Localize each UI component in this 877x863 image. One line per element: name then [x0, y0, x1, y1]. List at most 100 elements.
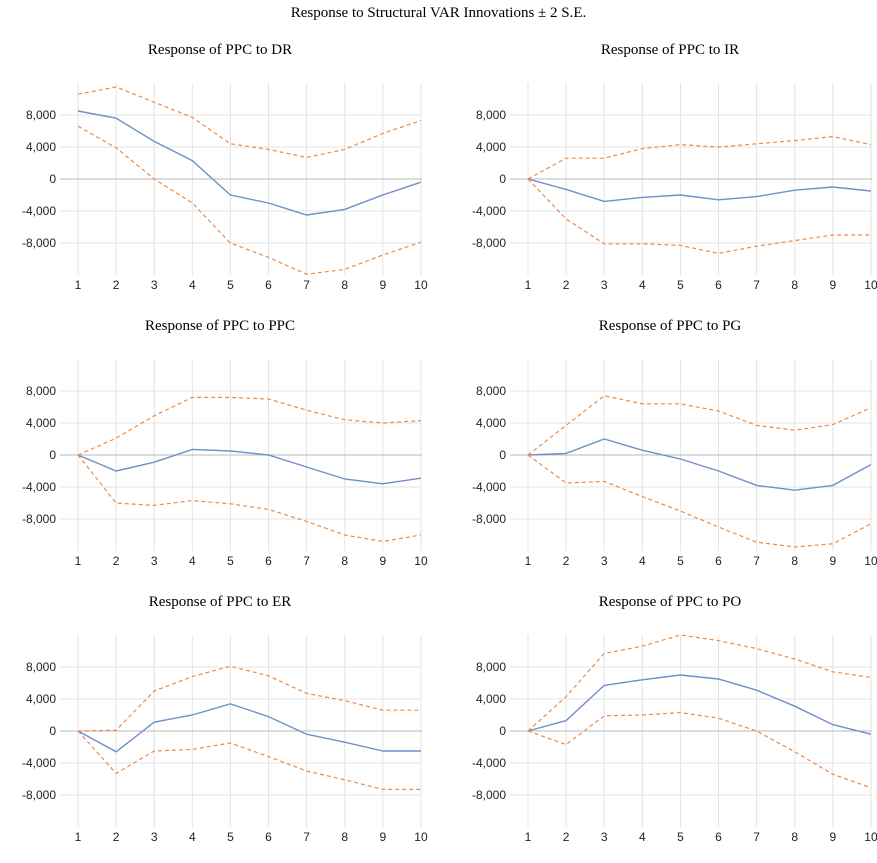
- impulse-response-chart: 8,000 4,000 0 -4,000 -8,000 1 2 3 4 5 6 7 8 9 10: [472, 634, 877, 844]
- x-tick-label: 10: [414, 830, 428, 844]
- panel-title: Response of PPC to PG: [598, 318, 742, 334]
- panel-title: Response of PPC to DR: [147, 42, 293, 58]
- y-tick-label: 8,000: [26, 660, 56, 674]
- x-tick-label: 8: [791, 554, 798, 568]
- x-tick-label: 9: [379, 278, 386, 292]
- x-tick-label: 1: [525, 554, 532, 568]
- y-tick-label: -4,000: [22, 480, 56, 494]
- panel-title: Response of PPC to ER: [148, 594, 292, 610]
- panel-dr: Response of PPC to DR 8,000 4,000 0 -4,000 -…: [0, 35, 440, 311]
- x-tick-label: 8: [341, 554, 348, 568]
- y-tick-label: 0: [499, 448, 506, 462]
- impulse-response-chart: 8,000 4,000 0 -4,000 -8,000 1 2 3 4 5 6 7 8 9 10: [22, 359, 428, 568]
- lower-band-line: [77, 454, 421, 543]
- response-line: [77, 110, 422, 216]
- x-tick-label: 6: [715, 278, 722, 292]
- x-tick-label: 10: [864, 830, 877, 844]
- x-tick-label: 5: [227, 554, 234, 568]
- x-tick-label: 6: [715, 554, 722, 568]
- x-tick-label: 6: [265, 278, 272, 292]
- x-tick-label: 3: [151, 830, 158, 844]
- x-tick-label: 7: [753, 278, 760, 292]
- x-tick-label: 8: [791, 830, 798, 844]
- y-tick-label: -4,000: [472, 480, 506, 494]
- upper-band-line: [527, 135, 872, 180]
- y-tick-label: 8,000: [476, 384, 506, 398]
- panel-pg: Response of PPC to PG 8,000 4,000 0 -4,000 -…: [450, 311, 877, 587]
- y-tick-label: 4,000: [26, 416, 56, 430]
- impulse-response-chart: 8,000 4,000 0 -4,000 -8,000 1 2 3 4 5 6 7 8 9 10: [22, 635, 428, 844]
- x-tick-label: 8: [341, 278, 348, 292]
- y-tick-label: -4,000: [472, 756, 506, 770]
- x-tick-label: 3: [601, 278, 608, 292]
- x-tick-label: 5: [677, 278, 684, 292]
- y-tick-label: 8,000: [476, 108, 506, 122]
- x-tick-label: 5: [227, 278, 234, 292]
- x-tick-label: 8: [791, 278, 798, 292]
- y-tick-label: 8,000: [476, 660, 506, 674]
- x-tick-label: 10: [414, 554, 428, 568]
- x-tick-label: 4: [639, 554, 646, 568]
- y-tick-label: -4,000: [22, 756, 56, 770]
- impulse-response-chart: 8,000 4,000 0 -4,000 -8,000 1 2 3 4 5 6 7 8 9 10: [472, 359, 877, 568]
- y-tick-label: -4,000: [22, 204, 56, 218]
- lower-band-line: [77, 125, 422, 275]
- y-tick-label: -8,000: [472, 236, 506, 250]
- x-tick-label: 9: [829, 554, 836, 568]
- y-tick-label: 0: [49, 448, 56, 462]
- x-tick-label: 5: [677, 554, 684, 568]
- x-tick-label: 9: [379, 830, 386, 844]
- impulse-response-chart: 8,000 4,000 0 -4,000 -8,000 1 2 3 4 5 6 7 8 9 10: [472, 83, 877, 292]
- panel-ppc: Response of PPC to PPC 8,000 4,000 0 -4,000…: [0, 311, 440, 587]
- y-tick-label: 0: [49, 724, 56, 738]
- x-tick-label: 9: [829, 830, 836, 844]
- x-tick-label: 4: [189, 830, 196, 844]
- x-tick-label: 1: [525, 830, 532, 844]
- y-tick-label: -4,000: [472, 204, 506, 218]
- panel-title: Response of PPC to PPC: [144, 318, 296, 334]
- response-line: [527, 438, 872, 491]
- y-tick-label: 4,000: [476, 140, 506, 154]
- y-tick-label: -8,000: [472, 788, 506, 802]
- x-tick-label: 10: [414, 278, 428, 292]
- upper-band-line: [77, 86, 422, 159]
- lower-band-line: [527, 711, 872, 789]
- x-tick-label: 3: [601, 554, 608, 568]
- response-line: [77, 703, 421, 753]
- x-tick-label: 8: [341, 830, 348, 844]
- panel-ir: Response of PPC to IR 8,000 4,000 0 -4,000 -…: [450, 35, 877, 311]
- x-tick-label: 7: [303, 830, 310, 844]
- x-tick-label: 4: [639, 830, 646, 844]
- x-tick-label: 10: [864, 554, 877, 568]
- y-tick-label: 8,000: [26, 108, 56, 122]
- y-tick-label: -8,000: [22, 788, 56, 802]
- x-tick-label: 2: [113, 554, 120, 568]
- x-tick-label: 7: [303, 554, 310, 568]
- x-tick-label: 10: [864, 278, 877, 292]
- x-tick-label: 3: [151, 278, 158, 292]
- x-tick-label: 3: [151, 554, 158, 568]
- panel-po: Response of PPC to PO 8,000 4,000 0 -4,000 -…: [450, 587, 877, 863]
- impulse-response-chart: 8,000 4,000 0 -4,000 -8,000 1 2 3 4 5 6 7 8 9 10: [22, 83, 428, 292]
- x-tick-label: 6: [265, 554, 272, 568]
- x-tick-label: 1: [75, 278, 82, 292]
- x-tick-label: 6: [265, 830, 272, 844]
- x-tick-label: 4: [639, 278, 646, 292]
- y-tick-label: 4,000: [26, 140, 56, 154]
- figure-title: Response to Structural VAR Innovations ±…: [290, 5, 587, 21]
- x-tick-label: 2: [563, 830, 570, 844]
- response-line: [527, 674, 872, 735]
- lower-band-line: [527, 178, 871, 255]
- x-tick-label: 2: [563, 278, 570, 292]
- lower-band-line: [527, 454, 872, 548]
- x-tick-label: 7: [753, 830, 760, 844]
- y-tick-label: 4,000: [476, 692, 506, 706]
- y-tick-label: 4,000: [476, 416, 506, 430]
- response-line: [527, 178, 871, 203]
- x-tick-label: 3: [601, 830, 608, 844]
- y-tick-label: 8,000: [26, 384, 56, 398]
- upper-band-line: [527, 634, 871, 732]
- upper-band-line: [77, 665, 421, 732]
- y-tick-label: 0: [499, 172, 506, 186]
- x-tick-label: 4: [189, 278, 196, 292]
